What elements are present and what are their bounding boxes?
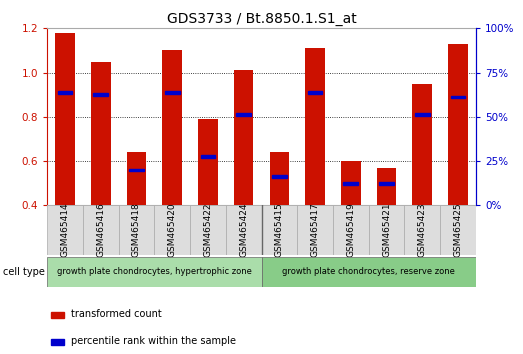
Bar xyxy=(413,84,432,205)
Bar xyxy=(451,96,465,98)
Bar xyxy=(379,182,394,184)
Bar xyxy=(127,152,146,205)
Text: GSM465425: GSM465425 xyxy=(453,203,462,257)
Bar xyxy=(55,33,75,205)
Text: GSM465420: GSM465420 xyxy=(168,203,177,257)
FancyBboxPatch shape xyxy=(404,205,440,255)
FancyBboxPatch shape xyxy=(47,205,83,255)
Bar xyxy=(58,91,72,94)
FancyBboxPatch shape xyxy=(440,205,476,255)
Bar xyxy=(200,155,215,158)
FancyBboxPatch shape xyxy=(297,205,333,255)
Text: GSM465418: GSM465418 xyxy=(132,203,141,257)
Text: growth plate chondrocytes, reserve zone: growth plate chondrocytes, reserve zone xyxy=(282,267,455,276)
Bar xyxy=(236,113,251,116)
Bar xyxy=(93,93,108,96)
Bar xyxy=(262,257,476,287)
Text: percentile rank within the sample: percentile rank within the sample xyxy=(71,336,236,346)
Bar xyxy=(415,113,430,116)
Bar xyxy=(234,70,254,205)
Bar xyxy=(377,168,396,205)
Bar xyxy=(91,62,110,205)
Title: GDS3733 / Bt.8850.1.S1_at: GDS3733 / Bt.8850.1.S1_at xyxy=(167,12,356,26)
Bar xyxy=(341,161,361,205)
Text: transformed count: transformed count xyxy=(71,309,162,319)
Text: GSM465422: GSM465422 xyxy=(203,203,212,257)
Text: GSM465423: GSM465423 xyxy=(418,203,427,257)
Bar xyxy=(129,169,144,171)
Text: growth plate chondrocytes, hypertrophic zone: growth plate chondrocytes, hypertrophic … xyxy=(57,267,252,276)
Bar xyxy=(305,48,325,205)
Bar xyxy=(165,91,179,94)
Bar xyxy=(51,339,64,345)
Bar xyxy=(344,182,358,184)
FancyBboxPatch shape xyxy=(262,205,297,255)
Bar xyxy=(448,44,468,205)
FancyBboxPatch shape xyxy=(154,205,190,255)
Bar xyxy=(162,51,182,205)
Bar xyxy=(308,91,323,94)
Text: GSM465416: GSM465416 xyxy=(96,203,105,257)
FancyBboxPatch shape xyxy=(369,205,404,255)
Text: cell type: cell type xyxy=(3,267,44,277)
FancyBboxPatch shape xyxy=(190,205,226,255)
FancyBboxPatch shape xyxy=(119,205,154,255)
Bar xyxy=(51,313,64,318)
FancyBboxPatch shape xyxy=(333,205,369,255)
Bar xyxy=(47,257,262,287)
Text: GSM465419: GSM465419 xyxy=(346,203,355,257)
FancyBboxPatch shape xyxy=(83,205,119,255)
Bar xyxy=(272,175,287,178)
Text: GSM465417: GSM465417 xyxy=(311,203,320,257)
Bar xyxy=(198,119,218,205)
FancyBboxPatch shape xyxy=(226,205,262,255)
Bar xyxy=(269,152,289,205)
Text: GSM465415: GSM465415 xyxy=(275,203,284,257)
Text: GSM465414: GSM465414 xyxy=(61,203,70,257)
Text: GSM465424: GSM465424 xyxy=(239,203,248,257)
Text: GSM465421: GSM465421 xyxy=(382,203,391,257)
